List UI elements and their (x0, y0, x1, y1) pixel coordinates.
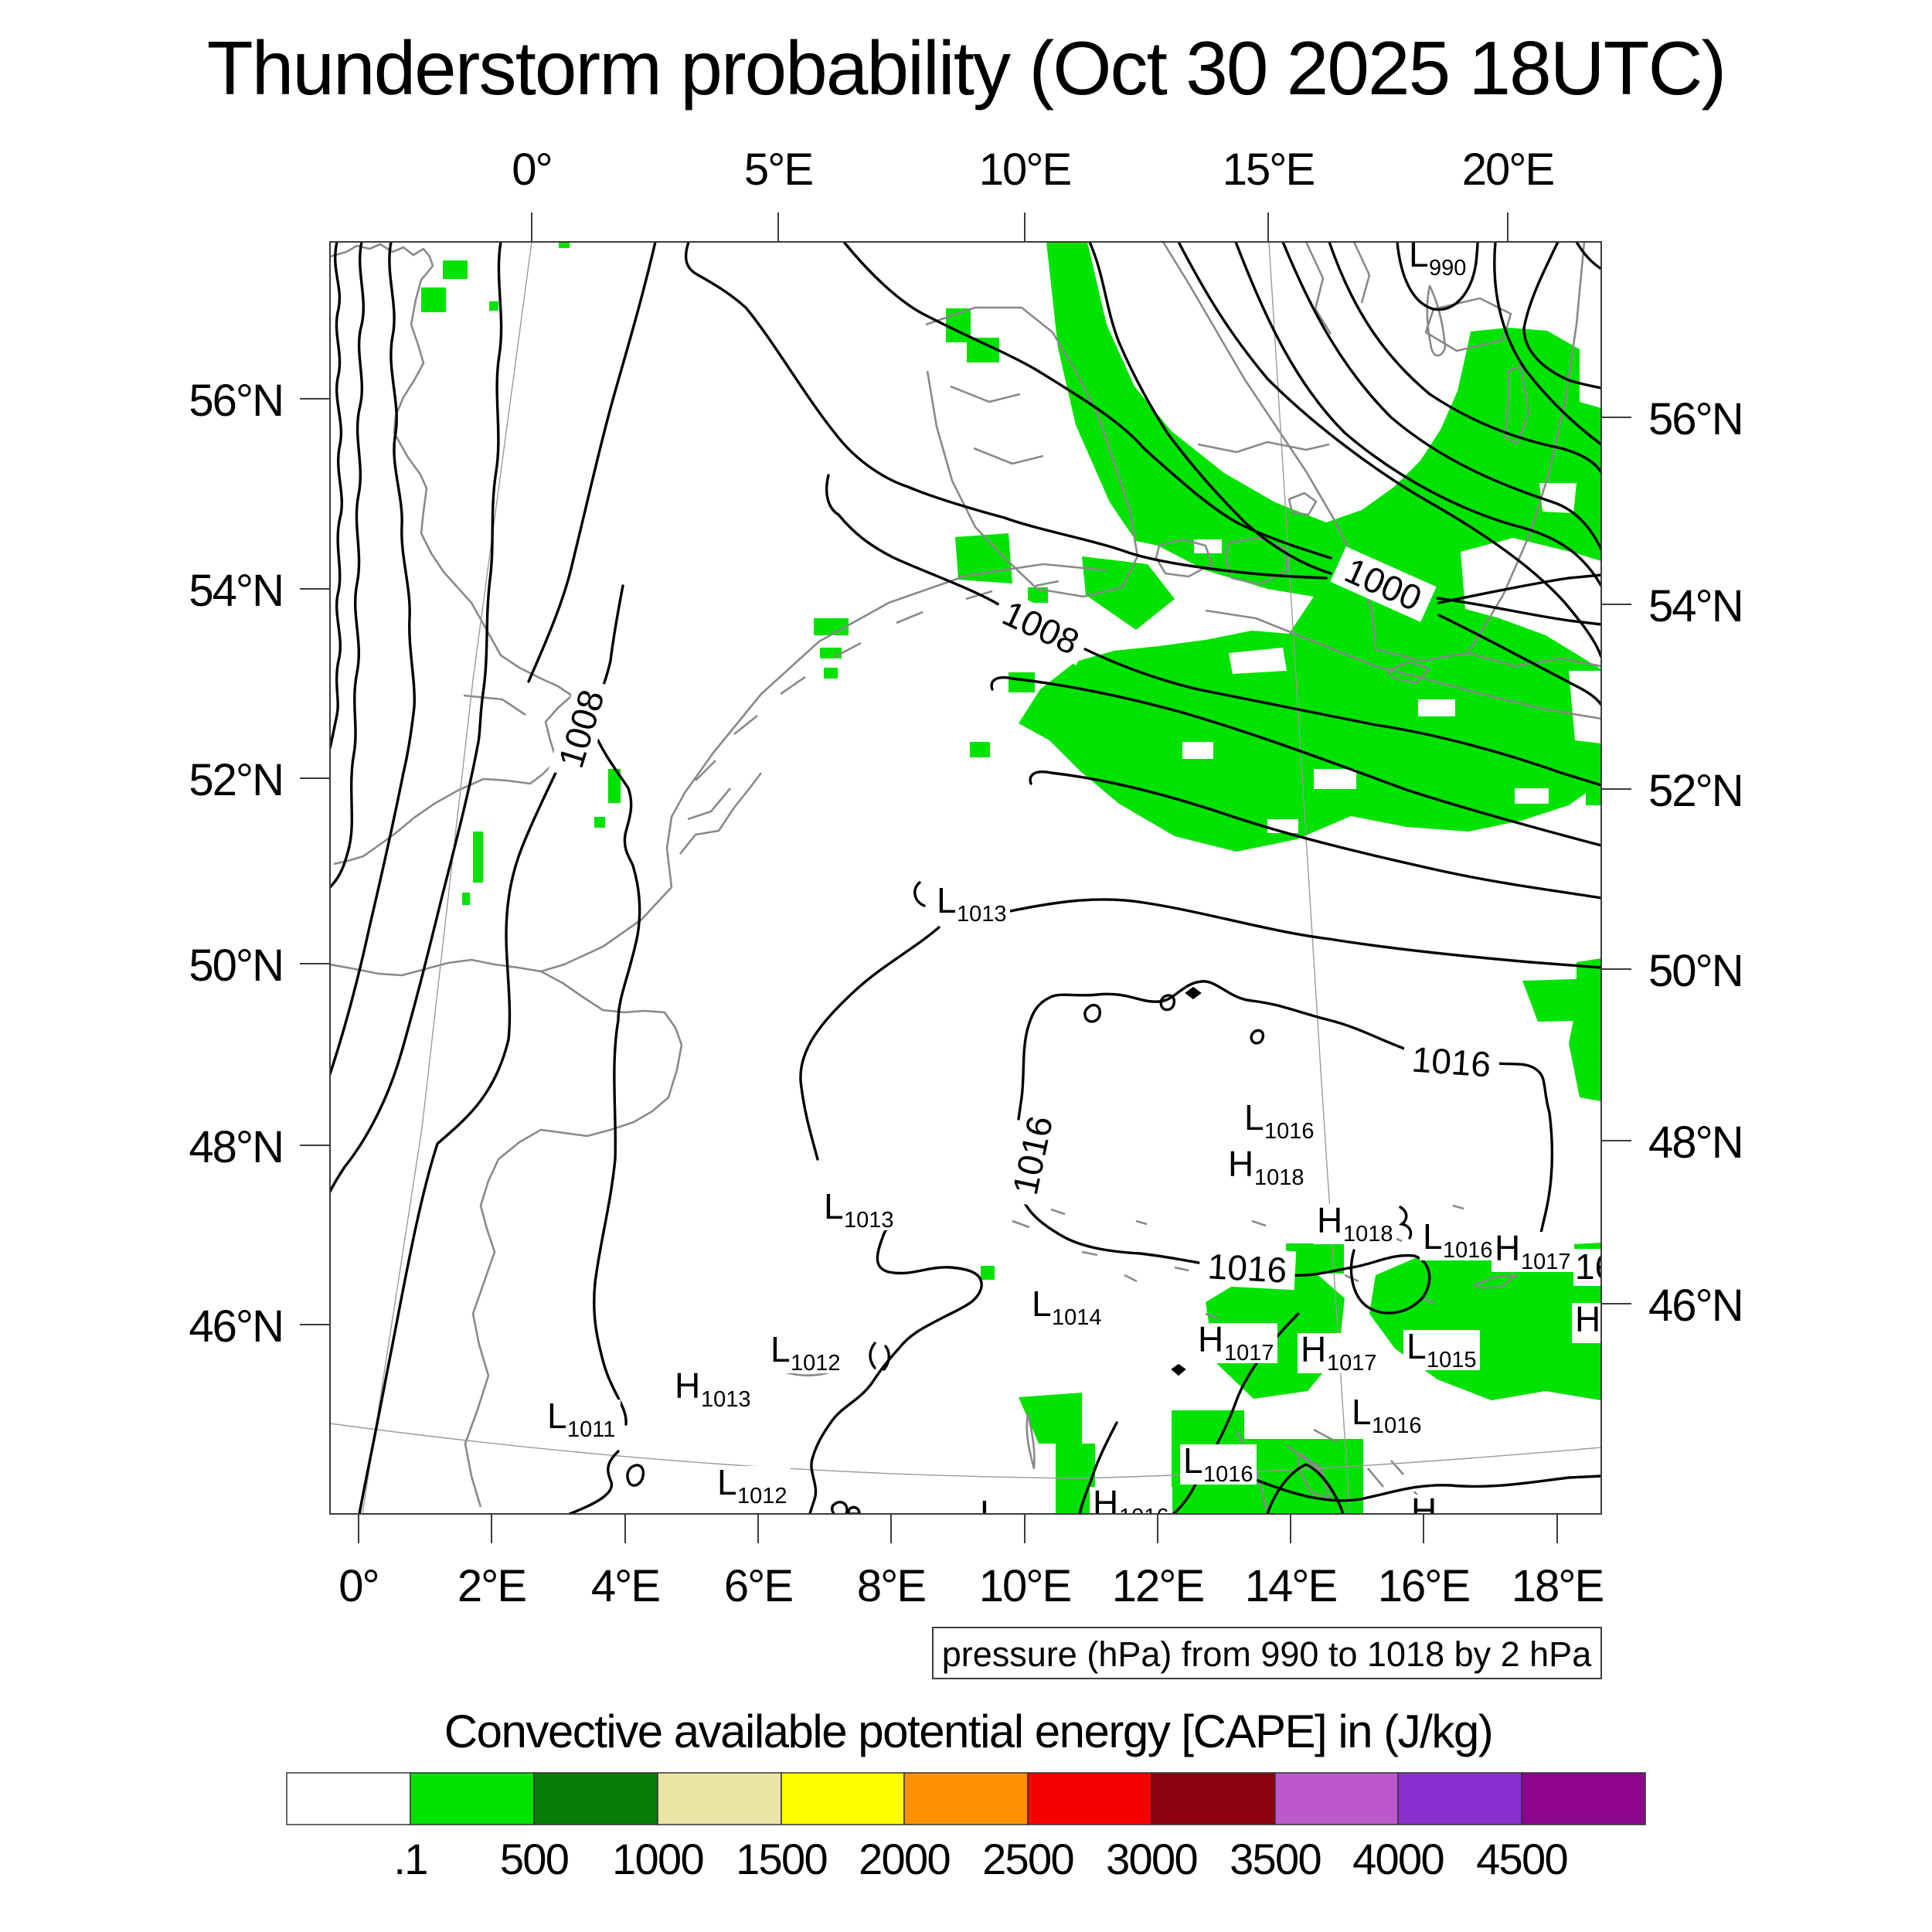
svg-text:1018: 1018 (1254, 1165, 1304, 1190)
svg-text:54°N: 54°N (189, 566, 283, 616)
svg-text:L: L (1406, 1326, 1427, 1366)
svg-text:4000: 4000 (1352, 1835, 1444, 1883)
svg-text:2000: 2000 (859, 1835, 950, 1883)
svg-text:H: H (1301, 1329, 1326, 1369)
svg-text:H: H (1198, 1319, 1223, 1359)
svg-text:1018: 1018 (1343, 1222, 1393, 1247)
svg-text:L: L (1183, 1440, 1203, 1481)
svg-text:1016: 1016 (1207, 1246, 1288, 1290)
svg-text:50°N: 50°N (1648, 946, 1743, 996)
svg-text:1014: 1014 (1052, 1305, 1102, 1330)
svg-text:L: L (1244, 1097, 1264, 1138)
svg-text:1016: 1016 (1203, 1462, 1253, 1487)
svg-text:1015: 1015 (1427, 1348, 1477, 1372)
svg-text:H: H (1317, 1200, 1342, 1240)
svg-text:1500: 1500 (736, 1835, 827, 1883)
svg-text:1016: 1016 (1443, 1238, 1493, 1263)
svg-text:L: L (937, 880, 957, 920)
svg-text:1017: 1017 (1327, 1351, 1377, 1376)
svg-text:1017: 1017 (1224, 1341, 1274, 1366)
svg-text:52°N: 52°N (189, 755, 283, 805)
svg-text:L: L (547, 1396, 567, 1436)
svg-text:14°E: 14°E (1245, 1561, 1337, 1611)
svg-text:L: L (717, 1462, 737, 1502)
svg-text:0°: 0° (338, 1561, 378, 1611)
svg-text:46°N: 46°N (1648, 1281, 1743, 1331)
svg-text:16°E: 16°E (1378, 1561, 1470, 1611)
svg-text:1016: 1016 (1372, 1413, 1422, 1438)
svg-text:15°E: 15°E (1223, 145, 1315, 195)
svg-text:2°E: 2°E (457, 1561, 526, 1611)
svg-text:54°N: 54°N (1648, 581, 1743, 631)
svg-text:46°N: 46°N (189, 1301, 283, 1352)
svg-text:H: H (1575, 1299, 1600, 1339)
svg-text:H: H (1093, 1483, 1118, 1523)
svg-text:L: L (1423, 1216, 1443, 1257)
svg-text:1013: 1013 (844, 1208, 894, 1233)
svg-text:18°E: 18°E (1512, 1561, 1604, 1611)
svg-text:500: 500 (500, 1835, 568, 1883)
svg-text:Convective available potential: Convective available potential energy [C… (444, 1706, 1492, 1757)
svg-text:56°N: 56°N (1648, 394, 1743, 444)
svg-text:Thunderstorm probability (Oct: Thunderstorm probability (Oct 30 2025 18… (207, 26, 1725, 111)
svg-text:48°N: 48°N (1648, 1117, 1743, 1168)
svg-text:56°N: 56°N (189, 376, 283, 426)
svg-text:1016: 1016 (1410, 1039, 1492, 1084)
svg-text:16: 16 (1575, 1247, 1614, 1287)
svg-text:H: H (1228, 1144, 1253, 1184)
svg-text:2500: 2500 (982, 1835, 1073, 1883)
svg-text:1013: 1013 (701, 1387, 751, 1412)
svg-text:4500: 4500 (1476, 1835, 1567, 1883)
svg-text:L: L (1352, 1392, 1372, 1432)
svg-text:pressure (hPa) from 990 to 101: pressure (hPa) from 990 to 1018 by 2 hPa (942, 1634, 1592, 1674)
svg-text:H: H (1411, 1491, 1437, 1531)
svg-text:3000: 3000 (1106, 1835, 1197, 1883)
svg-text:L: L (824, 1186, 844, 1226)
svg-text:3500: 3500 (1230, 1835, 1321, 1883)
svg-text:8°E: 8°E (857, 1561, 925, 1611)
svg-text:L: L (1409, 234, 1429, 274)
svg-text:1017: 1017 (1521, 1250, 1571, 1274)
svg-text:1012: 1012 (737, 1484, 787, 1509)
svg-text:52°N: 52°N (1648, 766, 1743, 816)
svg-text:10°E: 10°E (979, 1561, 1071, 1611)
svg-text:10°E: 10°E (979, 145, 1071, 195)
svg-text:L: L (1032, 1284, 1052, 1324)
svg-text:1016: 1016 (1264, 1119, 1315, 1144)
svg-text:.1: .1 (393, 1835, 427, 1883)
svg-text:1016: 1016 (1119, 1505, 1169, 1529)
svg-text:5°E: 5°E (744, 145, 812, 195)
svg-text:1012: 1012 (791, 1351, 841, 1376)
svg-text:4°E: 4°E (591, 1561, 659, 1611)
svg-text:1000: 1000 (612, 1835, 703, 1883)
svg-text:1013: 1013 (957, 902, 1007, 927)
svg-text:20°E: 20°E (1462, 145, 1554, 195)
svg-text:48°N: 48°N (189, 1122, 283, 1172)
svg-text:L: L (770, 1329, 791, 1369)
svg-text:H: H (675, 1366, 700, 1406)
svg-text:6°E: 6°E (724, 1561, 792, 1611)
svg-text:L: L (980, 1493, 1000, 1533)
svg-text:0°: 0° (512, 145, 551, 195)
svg-text:990: 990 (1429, 256, 1466, 281)
svg-text:12°E: 12°E (1112, 1561, 1204, 1611)
svg-text:1011: 1011 (567, 1417, 615, 1442)
svg-text:50°N: 50°N (189, 940, 283, 991)
svg-text:H: H (1495, 1228, 1520, 1268)
